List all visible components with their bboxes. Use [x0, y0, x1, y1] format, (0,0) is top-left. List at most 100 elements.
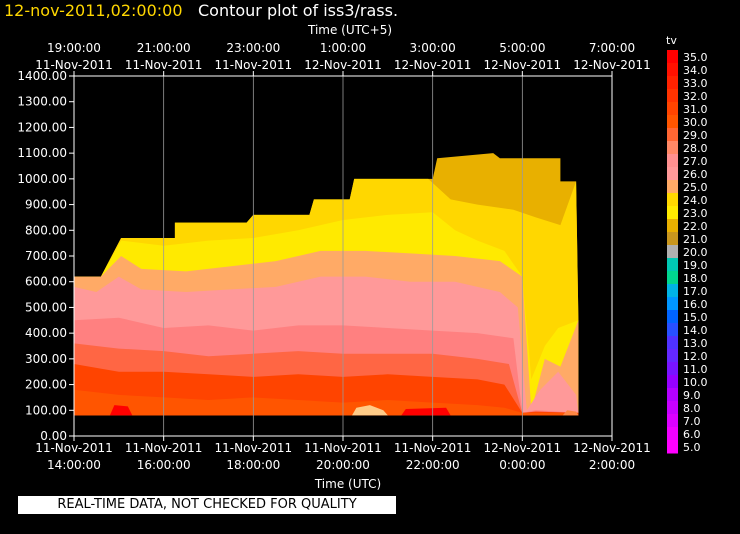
top-tick-date: 12-Nov-2011: [394, 58, 472, 72]
bottom-tick-date: 11-Nov-2011: [125, 441, 203, 455]
colorbar-swatch: [667, 310, 678, 324]
y-tick-label: 500.00: [25, 300, 67, 314]
bottom-tick-time: 2:00:00: [589, 458, 635, 472]
contour-fill: [74, 153, 579, 416]
colorbar-swatch: [667, 89, 678, 103]
colorbar-swatch: [667, 284, 678, 298]
bottom-tick-date: 12-Nov-2011: [573, 441, 651, 455]
top-tick-date: 11-Nov-2011: [215, 58, 293, 72]
colorbar-level-label: 15.0: [683, 311, 708, 324]
top-tick-time: 19:00:00: [47, 41, 101, 55]
colorbar-level-label: 32.0: [683, 90, 708, 103]
y-tick-label: 200.00: [25, 378, 67, 392]
contour-band-30-0: [74, 389, 579, 416]
colorbar-level-label: 25.0: [683, 181, 708, 194]
colorbar: 35.034.033.032.031.030.029.028.027.026.0…: [667, 50, 708, 454]
colorbar-swatch: [667, 167, 678, 181]
colorbar-swatch: [667, 414, 678, 428]
y-tick-label: 900.00: [25, 198, 67, 212]
top-tick-date: 12-Nov-2011: [573, 58, 651, 72]
bottom-tick-time: 14:00:00: [47, 458, 101, 472]
colorbar-level-label: 29.0: [683, 129, 708, 142]
colorbar-level-label: 26.0: [683, 168, 708, 181]
colorbar-level-label: 22.0: [683, 220, 708, 233]
bottom-tick-time: 0:00:00: [499, 458, 545, 472]
colorbar-level-label: 24.0: [683, 194, 708, 207]
colorbar-swatch: [667, 128, 678, 142]
top-tick-time: 23:00:00: [226, 41, 280, 55]
colorbar-swatch: [667, 271, 678, 285]
colorbar-level-label: 33.0: [683, 77, 708, 90]
colorbar-level-label: 35.0: [683, 51, 708, 64]
colorbar-level-label: 34.0: [683, 64, 708, 77]
top-axis-ticks: 19:00:00 11-Nov-2011 21:00:00 11-Nov-2011 23…: [35, 41, 651, 76]
gridlines: [163, 76, 523, 436]
colorbar-swatch: [667, 336, 678, 350]
colorbar-level-label: 20.0: [683, 246, 708, 259]
timestamp: 12-nov-2011,02:00:00: [4, 1, 183, 20]
y-tick-label: 0.00: [40, 429, 67, 443]
y-tick-label: 1000.00: [17, 172, 67, 186]
y-tick-label: 100.00: [25, 403, 67, 417]
top-tick-date: 12-Nov-2011: [304, 58, 382, 72]
colorbar-swatch: [667, 219, 678, 233]
colorbar-swatch: [667, 141, 678, 155]
contour-hotspot-0: [109, 405, 133, 416]
colorbar-level-label: 10.0: [683, 376, 708, 389]
y-tick-label: 1300.00: [17, 95, 67, 109]
colorbar-swatch: [667, 297, 678, 311]
colorbar-swatch: [667, 193, 678, 207]
colorbar-level-label: 21.0: [683, 233, 708, 246]
colorbar-level-label: 16.0: [683, 298, 708, 311]
colorbar-swatch: [667, 362, 678, 376]
contour-hotspot-1: [401, 407, 451, 416]
colorbar-level-label: 8.0: [683, 402, 701, 415]
colorbar-swatch: [667, 323, 678, 337]
colorbar-level-label: 19.0: [683, 259, 708, 272]
top-tick-time: 3:00:00: [410, 41, 456, 55]
colorbar-level-label: 28.0: [683, 142, 708, 155]
colorbar-level-label: 11.0: [683, 363, 708, 376]
colorbar-level-label: 12.0: [683, 350, 708, 363]
top-tick-time: 21:00:00: [137, 41, 191, 55]
colorbar-swatch: [667, 349, 678, 363]
bottom-tick-date: 11-Nov-2011: [215, 441, 293, 455]
top-axis-label: Time (UTC+5): [307, 23, 392, 37]
colorbar-level-label: 6.0: [683, 428, 701, 441]
contour-hotspot-2: [352, 405, 388, 416]
bottom-axis-ticks: 11-Nov-2011 14:00:00 11-Nov-2011 16:00:00 11…: [35, 436, 651, 472]
colorbar-level-label: 17.0: [683, 285, 708, 298]
y-tick-label: 1400.00: [17, 69, 67, 83]
colorbar-level-label: 31.0: [683, 103, 708, 116]
colorbar-level-label: 18.0: [683, 272, 708, 285]
colorbar-swatch: [667, 76, 678, 90]
colorbar-swatch: [667, 427, 678, 441]
top-tick-time: 7:00:00: [589, 41, 635, 55]
colorbar-swatch: [667, 232, 678, 246]
top-tick-time: 1:00:00: [320, 41, 366, 55]
bottom-tick-time: 18:00:00: [226, 458, 280, 472]
y-tick-label: 1200.00: [17, 120, 67, 134]
colorbar-label: tv: [666, 34, 677, 47]
colorbar-swatch: [667, 245, 678, 259]
colorbar-level-label: 14.0: [683, 324, 708, 337]
top-tick-time: 5:00:00: [499, 41, 545, 55]
bottom-tick-time: 20:00:00: [316, 458, 370, 472]
colorbar-swatch: [667, 102, 678, 116]
colorbar-level-label: 23.0: [683, 207, 708, 220]
bottom-axis-label: Time (UTC): [314, 477, 381, 491]
colorbar-level-label: 9.0: [683, 389, 701, 402]
y-tick-label: 600.00: [25, 275, 67, 289]
y-tick-label: 800.00: [25, 223, 67, 237]
colorbar-swatch: [667, 440, 678, 454]
y-axis-ticks: 0.00 100.00 200.00 300.00 400.00 500.00 600.00…: [17, 69, 74, 443]
bottom-tick-date: 11-Nov-2011: [304, 441, 382, 455]
colorbar-swatch: [667, 50, 678, 64]
colorbar-swatch: [667, 401, 678, 415]
bottom-tick-date: 11-Nov-2011: [394, 441, 472, 455]
y-tick-label: 400.00: [25, 326, 67, 340]
y-tick-label: 700.00: [25, 249, 67, 263]
colorbar-swatch: [667, 258, 678, 272]
colorbar-swatch: [667, 63, 678, 77]
colorbar-level-label: 7.0: [683, 415, 701, 428]
